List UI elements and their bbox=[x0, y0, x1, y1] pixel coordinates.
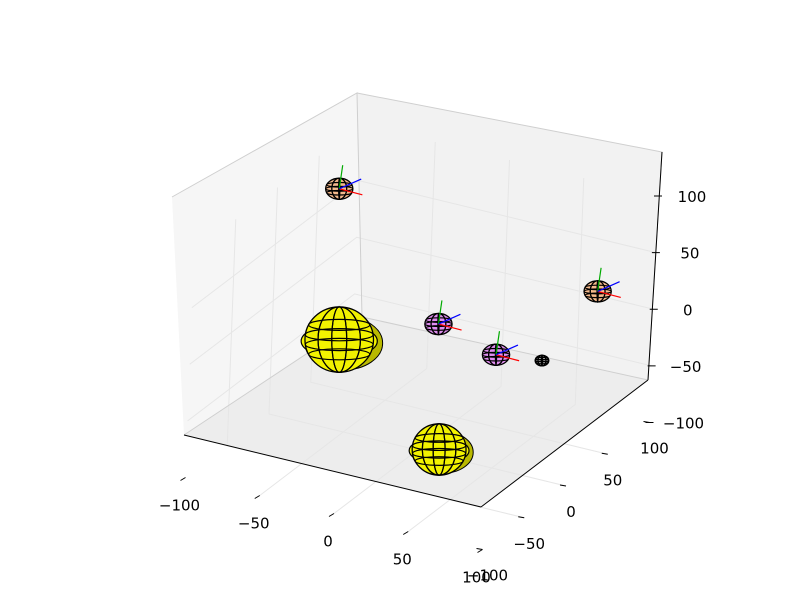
yellow-ellipsoid-front-latitude bbox=[411, 447, 467, 459]
violet-sphere-left-frame-y bbox=[437, 300, 443, 325]
violet-sphere-left-frame-z bbox=[438, 313, 461, 325]
peach-sphere-right-frame-z bbox=[597, 281, 620, 292]
axis-ticks: −100 −100 −100 −50 −50 −50 0 0 0 50 50 50 100 100 100 bbox=[159, 188, 706, 587]
peach-sphere-upper-left-frame-x bbox=[339, 188, 363, 196]
violet-sphere-left-frame-x bbox=[438, 323, 462, 331]
z-tick-label: 50 bbox=[680, 245, 699, 263]
peach-sphere-right bbox=[583, 267, 621, 303]
x-tick bbox=[402, 531, 409, 535]
peach-sphere-upper-left-longitude bbox=[331, 177, 348, 200]
x-tick-label: −100 bbox=[159, 497, 200, 515]
x-tick-label: 50 bbox=[393, 551, 412, 569]
yellow-ellipsoid-large-longitude bbox=[317, 306, 361, 373]
pane-side bbox=[172, 93, 362, 435]
y-tick bbox=[559, 484, 567, 487]
grid-line-z bbox=[187, 293, 652, 422]
grid-line-x bbox=[333, 159, 510, 514]
yellow-ellipsoid-large-latitude bbox=[304, 337, 374, 352]
z-axis-line bbox=[647, 151, 663, 381]
x-tick bbox=[180, 477, 186, 481]
x-tick-label: 100 bbox=[462, 569, 491, 587]
grid-line-y bbox=[310, 155, 608, 455]
y-tick bbox=[643, 421, 650, 423]
yellow-ellipsoid-large-latitude bbox=[304, 327, 374, 342]
peach-sphere-upper-left bbox=[324, 165, 363, 201]
violet-sphere-right-longitude bbox=[488, 343, 505, 366]
axes-panes bbox=[172, 93, 662, 507]
yellow-ellipsoid-large-latitude bbox=[308, 348, 371, 361]
bodies bbox=[300, 165, 621, 476]
x-tick bbox=[328, 513, 335, 517]
y-tick-label: 50 bbox=[603, 471, 622, 489]
z-tick-label: 0 bbox=[683, 301, 693, 319]
x-tick-label: 0 bbox=[323, 533, 333, 551]
y-tick bbox=[601, 452, 608, 455]
y-axis-line bbox=[480, 379, 649, 508]
yellow-ellipsoid-large bbox=[300, 306, 384, 373]
violet-sphere-right-frame-x bbox=[495, 354, 520, 362]
y-tick-label: −100 bbox=[467, 567, 508, 585]
small-sphere-longitude bbox=[540, 354, 544, 367]
pane-floor bbox=[184, 317, 648, 507]
yellow-ellipsoid-front-latitude bbox=[414, 456, 464, 466]
peach-sphere-right-frame-x bbox=[597, 290, 621, 299]
grid-line-z bbox=[189, 236, 654, 365]
x-tick-label: −50 bbox=[238, 515, 270, 533]
peach-sphere-right-frame-y bbox=[597, 267, 602, 292]
x-tick bbox=[477, 549, 483, 553]
z-tick-label: −100 bbox=[663, 415, 704, 433]
yellow-ellipsoid-front-latitude bbox=[414, 432, 464, 443]
grid-line-x bbox=[259, 141, 436, 496]
axis-lines bbox=[183, 151, 663, 508]
violet-sphere-left-longitude bbox=[430, 312, 447, 336]
small-sphere bbox=[534, 354, 550, 367]
pane-edge-side bbox=[171, 92, 363, 436]
z-tick-label: 100 bbox=[678, 188, 707, 206]
y-tick bbox=[476, 548, 483, 550]
y-tick-label: 100 bbox=[640, 440, 669, 458]
y-tick-label: 0 bbox=[566, 503, 576, 521]
y-tick-label: −50 bbox=[513, 535, 545, 553]
peach-sphere-upper-left-frame-z bbox=[339, 178, 362, 190]
pane-back bbox=[357, 93, 662, 380]
yellow-ellipsoid-front bbox=[408, 423, 474, 476]
violet-sphere-right-frame-y bbox=[495, 331, 501, 355]
grid-line-x bbox=[407, 177, 585, 532]
y-tick bbox=[518, 516, 525, 519]
violet-sphere-right-frame-z bbox=[495, 344, 519, 356]
violet-sphere-right bbox=[481, 331, 520, 367]
small-sphere-longitude bbox=[537, 354, 547, 367]
peach-sphere-upper-left-frame-y bbox=[338, 165, 344, 189]
yellow-ellipsoid-large-latitude bbox=[308, 318, 371, 332]
yellow-ellipsoid-front-latitude bbox=[411, 440, 467, 452]
x-axis-line bbox=[183, 434, 482, 508]
peach-sphere-right-longitude bbox=[589, 280, 606, 303]
violet-sphere-left bbox=[424, 300, 462, 336]
yellow-ellipsoid-front-longitude bbox=[421, 423, 457, 476]
x-tick bbox=[254, 495, 261, 499]
z-tick-label: −50 bbox=[670, 358, 702, 376]
